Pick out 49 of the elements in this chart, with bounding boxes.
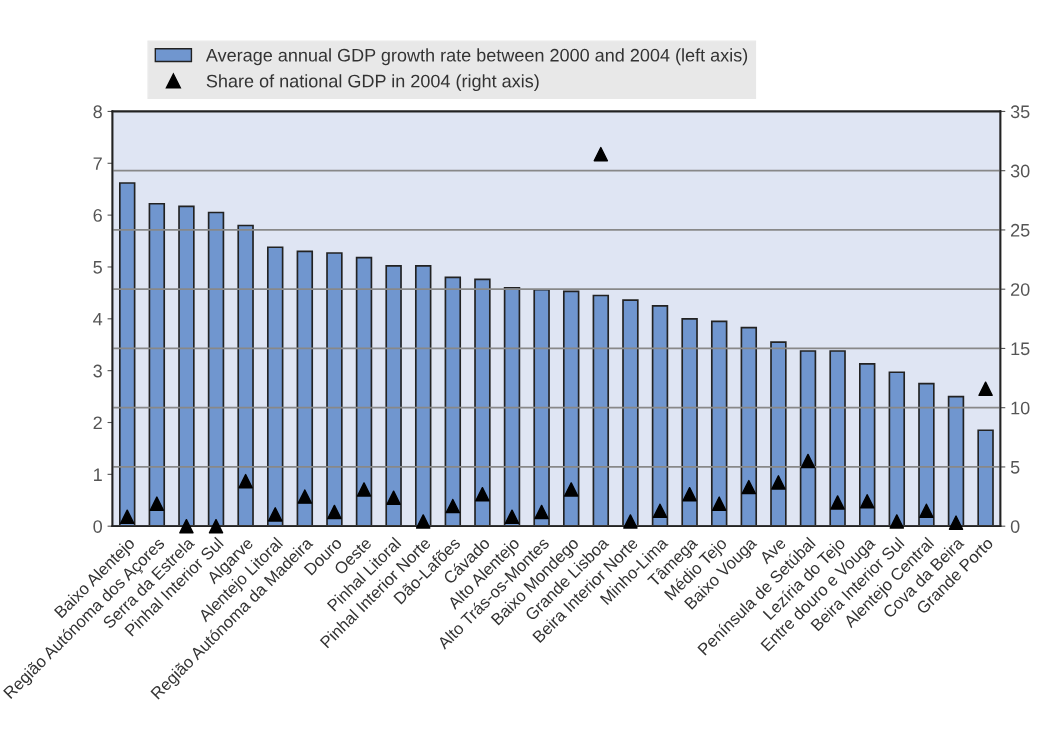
point xyxy=(386,490,401,506)
point xyxy=(771,475,786,490)
point xyxy=(741,479,757,495)
y-tick-label: 2 xyxy=(93,416,102,430)
point xyxy=(623,514,638,529)
point xyxy=(889,514,905,529)
point xyxy=(978,381,993,397)
point xyxy=(652,503,668,519)
y-tick-label: 0 xyxy=(93,520,102,533)
point xyxy=(948,515,964,530)
point xyxy=(682,486,697,502)
point xyxy=(356,482,372,497)
point xyxy=(267,507,283,522)
point xyxy=(445,498,461,514)
legend-label: Average annual GDP growth rate between 2000 and 2004 (left axis) xyxy=(205,48,748,66)
y-tick-label: 5 xyxy=(93,261,102,274)
y2-tick-label: 0 xyxy=(1010,520,1020,533)
point xyxy=(563,482,579,497)
point xyxy=(179,518,194,534)
y-tick-label: 6 xyxy=(93,209,102,222)
point xyxy=(830,495,845,510)
point xyxy=(208,518,224,534)
y2-tick-label: 20 xyxy=(1011,283,1030,296)
y2-tick-label: 35 xyxy=(1010,105,1030,119)
point xyxy=(297,489,313,504)
point xyxy=(593,146,609,162)
y2-tick-label: 5 xyxy=(1010,461,1020,474)
y-tick-label: 3 xyxy=(93,364,102,378)
point xyxy=(119,509,135,524)
point xyxy=(415,514,431,529)
point xyxy=(238,473,253,489)
point xyxy=(800,453,816,469)
point xyxy=(534,504,549,520)
legend-label: Share of national GDP in 2004 (right axis) xyxy=(206,74,539,92)
y-tick-label: 8 xyxy=(93,105,102,119)
y-tick-label: 7 xyxy=(93,157,102,170)
point xyxy=(475,486,490,502)
y2-tick-label: 15 xyxy=(1011,342,1030,356)
point xyxy=(711,496,727,511)
point xyxy=(859,494,875,509)
y2-tick-label: 25 xyxy=(1011,223,1030,237)
y-tick-label: 1 xyxy=(94,468,102,481)
point xyxy=(919,503,934,519)
point xyxy=(327,504,342,520)
point xyxy=(504,509,520,524)
y-tick-label: 4 xyxy=(93,312,103,326)
y2-tick-label: 10 xyxy=(1011,401,1030,415)
point xyxy=(149,496,165,511)
y2-tick-label: 30 xyxy=(1010,164,1030,178)
